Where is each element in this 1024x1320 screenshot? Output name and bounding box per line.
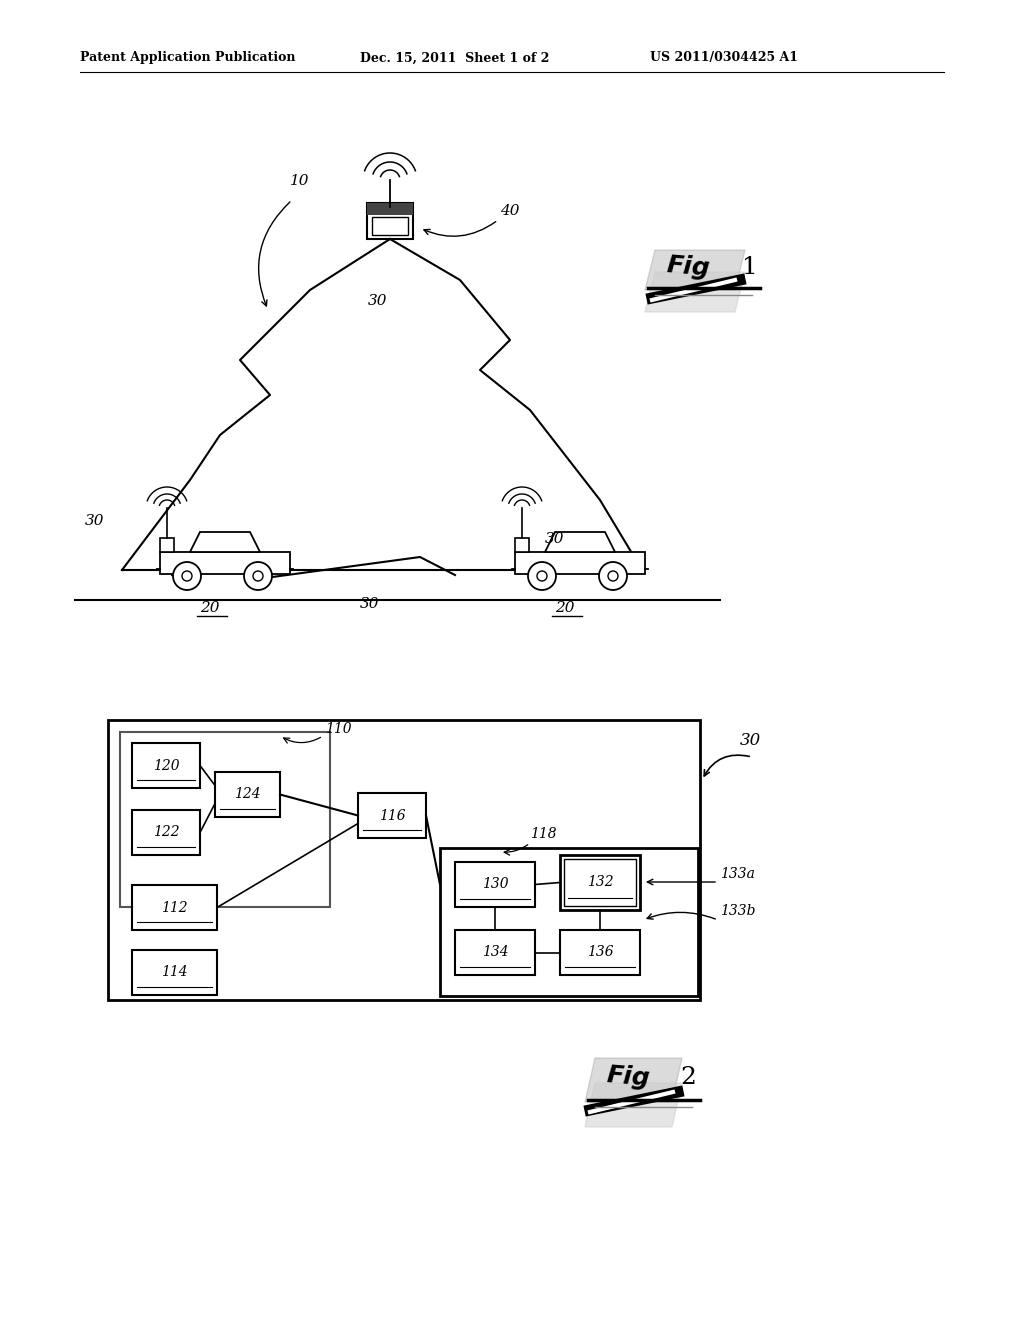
Text: Fig: Fig [605, 1063, 650, 1090]
FancyBboxPatch shape [455, 862, 535, 907]
Text: 30: 30 [360, 597, 380, 611]
Text: 112: 112 [161, 900, 187, 915]
Text: 114: 114 [161, 965, 187, 979]
FancyBboxPatch shape [132, 810, 200, 855]
Text: 2: 2 [680, 1065, 696, 1089]
FancyBboxPatch shape [372, 216, 408, 235]
Text: 118: 118 [530, 828, 557, 841]
Text: 1: 1 [742, 256, 758, 279]
Text: 132: 132 [587, 875, 613, 890]
Polygon shape [515, 552, 645, 574]
Text: 124: 124 [234, 788, 261, 801]
Circle shape [608, 572, 618, 581]
Text: 122: 122 [153, 825, 179, 840]
Circle shape [173, 562, 201, 590]
FancyBboxPatch shape [108, 719, 700, 1001]
Circle shape [182, 572, 193, 581]
Text: 20: 20 [201, 601, 220, 615]
FancyBboxPatch shape [367, 203, 413, 215]
Text: 110: 110 [325, 722, 351, 737]
Polygon shape [585, 1059, 682, 1102]
FancyBboxPatch shape [440, 847, 698, 997]
Polygon shape [645, 249, 745, 290]
Text: 30: 30 [85, 513, 104, 528]
Polygon shape [645, 272, 745, 312]
FancyBboxPatch shape [160, 539, 174, 552]
FancyBboxPatch shape [215, 772, 280, 817]
Text: 130: 130 [481, 878, 508, 891]
FancyBboxPatch shape [132, 884, 217, 931]
FancyBboxPatch shape [455, 931, 535, 975]
Polygon shape [585, 1082, 682, 1127]
Text: 134: 134 [481, 945, 508, 960]
Text: 40: 40 [500, 205, 519, 218]
FancyBboxPatch shape [358, 793, 426, 838]
FancyBboxPatch shape [132, 950, 217, 995]
Text: 30: 30 [740, 733, 761, 748]
Text: 120: 120 [153, 759, 179, 772]
Polygon shape [545, 532, 615, 552]
Text: 116: 116 [379, 808, 406, 822]
FancyBboxPatch shape [367, 203, 413, 239]
Circle shape [599, 562, 627, 590]
Circle shape [528, 562, 556, 590]
Polygon shape [160, 552, 290, 574]
Text: Patent Application Publication: Patent Application Publication [80, 51, 296, 65]
Text: 10: 10 [290, 174, 309, 187]
Text: 30: 30 [545, 532, 564, 546]
Text: US 2011/0304425 A1: US 2011/0304425 A1 [650, 51, 798, 65]
Text: 20: 20 [555, 601, 574, 615]
Circle shape [244, 562, 272, 590]
Text: 136: 136 [587, 945, 613, 960]
Text: Dec. 15, 2011  Sheet 1 of 2: Dec. 15, 2011 Sheet 1 of 2 [360, 51, 549, 65]
Text: 30: 30 [368, 294, 387, 308]
Circle shape [537, 572, 547, 581]
FancyBboxPatch shape [515, 539, 529, 552]
FancyBboxPatch shape [560, 931, 640, 975]
Polygon shape [190, 532, 260, 552]
Text: Fig: Fig [665, 253, 711, 281]
FancyBboxPatch shape [564, 859, 636, 906]
Circle shape [253, 572, 263, 581]
FancyBboxPatch shape [132, 743, 200, 788]
FancyBboxPatch shape [560, 855, 640, 909]
FancyBboxPatch shape [120, 733, 330, 907]
Text: 133a: 133a [720, 867, 755, 880]
Text: 133b: 133b [720, 904, 756, 917]
